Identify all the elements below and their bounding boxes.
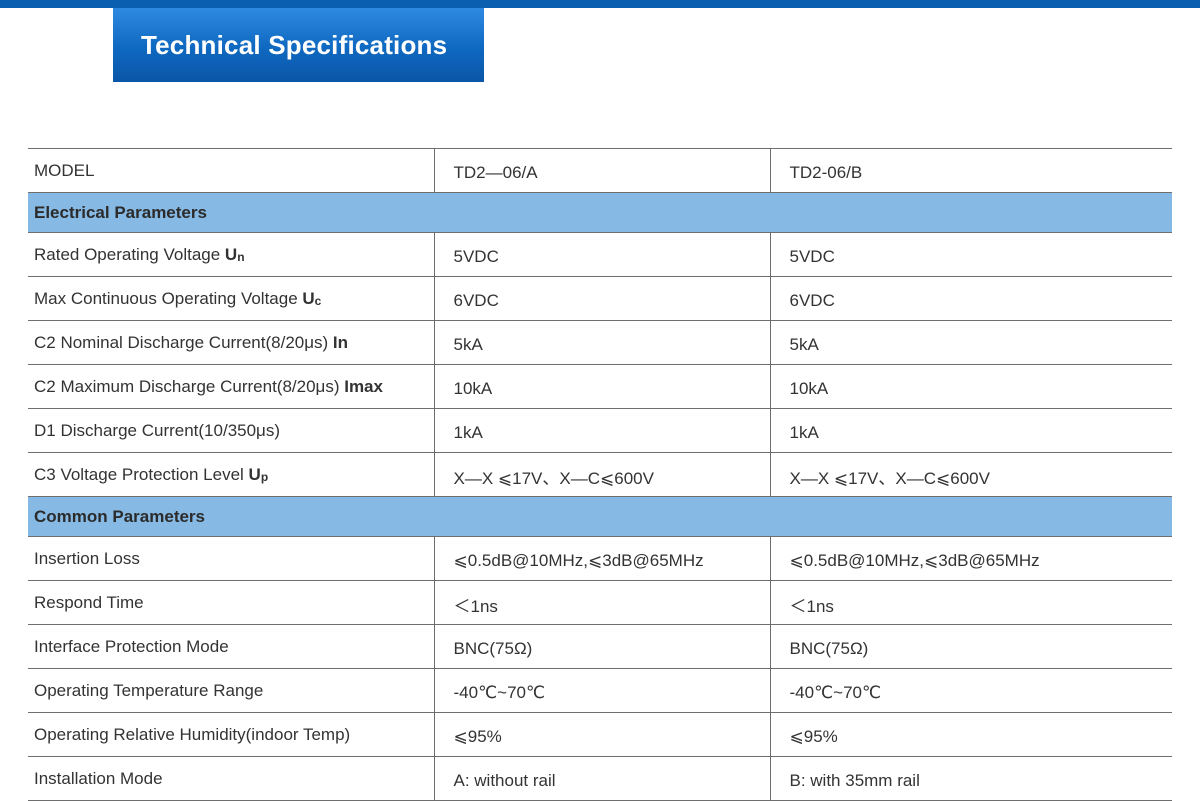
section-title: Common Parameters — [28, 496, 1172, 537]
parameter-label: Rated Operating Voltage — [34, 244, 225, 264]
value-model-a: 1kA — [433, 408, 770, 453]
table-row: D1 Discharge Current(10/350μs) 1kA 1kA — [28, 408, 1172, 453]
model-a: TD2—06/A — [433, 148, 770, 193]
parameter-label: Installation Mode — [34, 768, 163, 788]
parameter-label-cell: Operating Relative Humidity(indoor Temp) — [28, 712, 434, 757]
model-label: MODEL — [28, 148, 434, 193]
table-row: Operating Temperature Range -40℃~70℃ -40℃~… — [28, 668, 1172, 713]
parameter-label: Respond Time — [34, 592, 144, 612]
table-header-row: MODEL TD2—06/A TD2-06/B — [28, 148, 1172, 193]
parameter-label: C2 Maximum Discharge Current(8/20μs) — [34, 376, 345, 396]
parameter-symbol: In — [333, 333, 348, 352]
value-model-b: 10kA — [769, 364, 1172, 409]
parameter-label-cell: Insertion Loss — [28, 536, 434, 581]
value-model-b: ⩽0.5dB@10MHz,⩽3dB@65MHz — [769, 536, 1172, 581]
table-row: Max Continuous Operating Voltage Uc 6VDC 6… — [28, 276, 1172, 321]
table-row: Rated Operating Voltage Un 5VDC 5VDC — [28, 232, 1172, 277]
table-row: C2 Maximum Discharge Current(8/20μs) Ima… — [28, 364, 1172, 409]
value-model-b: BNC(75Ω) — [769, 624, 1172, 669]
symbol-main: In — [332, 332, 349, 352]
parameter-symbol: Up — [249, 465, 269, 484]
parameter-label-cell: C2 Maximum Discharge Current(8/20μs) Ima… — [28, 364, 434, 409]
parameter-label-cell: Interface Protection Mode — [28, 624, 434, 669]
parameter-label-cell: Installation Mode — [28, 756, 434, 801]
value-model-a: -40℃~70℃ — [433, 668, 770, 713]
symbol-main: U — [302, 288, 315, 308]
table-row: Interface Protection Mode BNC(75Ω) BNC(75Ω… — [28, 624, 1172, 669]
model-b: TD2-06/B — [769, 148, 1172, 193]
section-title: Electrical Parameters — [28, 192, 1172, 233]
parameter-label-cell: C3 Voltage Protection Level Up — [28, 452, 434, 497]
parameter-label-cell: Respond Time — [28, 580, 434, 625]
value-model-b: ⩽95% — [769, 712, 1172, 757]
title-banner: Technical Specifications — [113, 8, 484, 82]
parameter-symbol: Imax — [344, 377, 383, 396]
table-row: Installation Mode A: without rail B: with … — [28, 756, 1172, 801]
table-row: C2 Nominal Discharge Current(8/20μs) In 5… — [28, 320, 1172, 365]
parameter-label: C3 Voltage Protection Level — [34, 464, 249, 484]
table-row: C3 Voltage Protection Level Up X—X ⩽17V、X… — [28, 452, 1172, 497]
parameter-label-cell: D1 Discharge Current(10/350μs) — [28, 408, 434, 453]
parameter-symbol: Un — [225, 245, 245, 264]
value-model-b: -40℃~70℃ — [769, 668, 1172, 713]
value-model-a: X—X ⩽17V、X—C⩽600V — [433, 452, 770, 497]
symbol-main: U — [248, 464, 261, 484]
spec-table: MODEL TD2—06/A TD2-06/B Electrical Param… — [28, 148, 1172, 801]
parameter-label-cell: Rated Operating Voltage Un — [28, 232, 434, 277]
value-model-a: ⩽95% — [433, 712, 770, 757]
parameter-symbol: Uc — [302, 289, 321, 308]
value-model-b: ＜1ns — [769, 580, 1172, 625]
value-model-b: 5VDC — [769, 232, 1172, 277]
value-model-a: 5VDC — [433, 232, 770, 277]
page-title: Technical Specifications — [141, 29, 448, 60]
value-model-b: X—X ⩽17V、X—C⩽600V — [769, 452, 1172, 497]
parameter-label: Interface Protection Mode — [34, 636, 229, 656]
symbol-main: U — [224, 244, 238, 264]
value-model-a: ⩽0.5dB@10MHz,⩽3dB@65MHz — [433, 536, 770, 581]
value-model-a: 6VDC — [433, 276, 770, 321]
parameter-label-cell: C2 Nominal Discharge Current(8/20μs) In — [28, 320, 434, 365]
value-model-a: BNC(75Ω) — [433, 624, 770, 669]
value-model-b: B: with 35mm rail — [769, 756, 1172, 801]
section-header: Electrical Parameters — [28, 192, 1172, 233]
value-model-a: 5kA — [433, 320, 770, 365]
parameter-label: D1 Discharge Current(10/350μs) — [34, 420, 281, 440]
parameter-label: Max Continuous Operating Voltage — [34, 288, 303, 308]
symbol-subscript: c — [314, 293, 322, 308]
value-model-a: A: without rail — [433, 756, 770, 801]
parameter-label: Operating Relative Humidity(indoor Temp) — [34, 724, 351, 744]
value-model-b: 1kA — [769, 408, 1172, 453]
parameter-label: C2 Nominal Discharge Current(8/20μs) — [34, 332, 333, 352]
value-model-a: ＜1ns — [433, 580, 770, 625]
parameter-label: Insertion Loss — [34, 548, 140, 568]
parameter-label-cell: Max Continuous Operating Voltage Uc — [28, 276, 434, 321]
parameter-label-cell: Operating Temperature Range — [28, 668, 434, 713]
value-model-b: 6VDC — [769, 276, 1172, 321]
table-row: Respond Time ＜1ns ＜1ns — [28, 580, 1172, 625]
value-model-b: 5kA — [769, 320, 1172, 365]
symbol-subscript: n — [237, 249, 245, 264]
table-row: Insertion Loss ⩽0.5dB@10MHz,⩽3dB@65MHz ⩽0.… — [28, 536, 1172, 581]
value-model-a: 10kA — [433, 364, 770, 409]
symbol-subscript: p — [260, 469, 269, 484]
symbol-main: Imax — [344, 376, 383, 396]
top-accent-bar — [0, 0, 1200, 8]
table-row: Operating Relative Humidity(indoor Temp)… — [28, 712, 1172, 757]
parameter-label: Operating Temperature Range — [34, 680, 264, 700]
section-header: Common Parameters — [28, 496, 1172, 537]
